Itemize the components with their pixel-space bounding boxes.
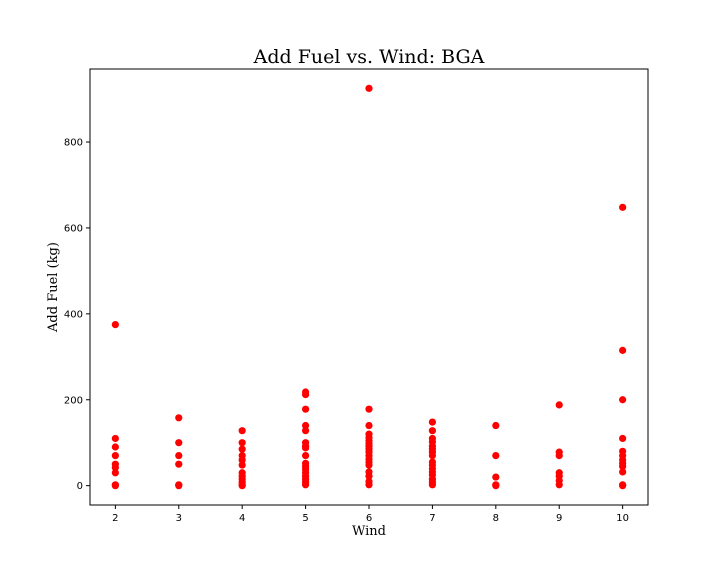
data-point-1: [111, 434, 119, 443]
data-point-3: [111, 452, 119, 460]
data-point-6: [111, 469, 119, 477]
data-point-45: [365, 405, 373, 413]
data-point-79: [492, 452, 500, 460]
data-point-20: [238, 461, 246, 469]
data-point-31: [301, 427, 310, 435]
data-point-93: [619, 434, 627, 443]
y-tick-label-800: 800: [64, 138, 83, 149]
x-tick-label-8: 8: [493, 513, 499, 524]
data-point-77: [428, 481, 437, 489]
y-axis: 0 200 400 600 800: [64, 138, 90, 492]
data-point-14: [175, 482, 183, 490]
data-point-61: [365, 481, 373, 489]
y-tick-label-200: 200: [64, 395, 83, 406]
x-tick-label-3: 3: [176, 513, 182, 524]
y-tick-label-600: 600: [64, 223, 83, 234]
data-point-62: [428, 418, 437, 426]
x-axis: 2 3 4 5 6 7 8 9 10: [112, 505, 629, 524]
data-point-10: [175, 439, 183, 447]
x-tick-label-7: 7: [429, 513, 435, 524]
data-point-59: [365, 472, 373, 480]
data-point-82: [492, 482, 500, 490]
data-point-5: [111, 464, 119, 472]
data-point-69: [428, 452, 437, 460]
data-point-0: [111, 320, 119, 329]
data-point-9: [175, 414, 183, 422]
data-point-30: [301, 421, 310, 430]
data-point-92: [619, 396, 627, 404]
data-point-16: [238, 439, 246, 447]
data-point-98: [619, 462, 627, 470]
data-point-101: [619, 482, 627, 490]
x-tick-label-2: 2: [112, 513, 118, 524]
data-point-19: [238, 456, 246, 464]
data-point-44: [365, 84, 373, 92]
data-point-80: [492, 473, 500, 481]
data-point-11: [175, 452, 183, 460]
data-point-46: [365, 421, 373, 430]
data-point-99: [619, 468, 627, 476]
x-tick-label-10: 10: [616, 513, 629, 524]
y-tick-label-400: 400: [64, 309, 83, 320]
x-tick-label-6: 6: [366, 513, 372, 524]
data-point-17: [238, 445, 246, 453]
data-point-2: [111, 443, 119, 451]
data-point-83: [555, 401, 563, 409]
x-axis-label: Wind: [352, 524, 386, 539]
data-point-34: [301, 444, 310, 452]
data-point-63: [428, 427, 437, 435]
data-point-35: [301, 452, 310, 460]
data-points: [111, 84, 627, 490]
data-point-12: [175, 460, 183, 468]
y-tick-label-0: 0: [77, 481, 83, 492]
chart-title: Add Fuel vs. Wind: BGA: [253, 46, 485, 68]
data-point-91: [619, 346, 627, 354]
x-tick-label-4: 4: [239, 513, 245, 524]
x-tick-label-9: 9: [556, 513, 562, 524]
x-tick-label-5: 5: [302, 513, 308, 524]
y-axis-label: Add Fuel (kg): [46, 242, 61, 333]
data-point-78: [492, 421, 500, 430]
data-point-26: [238, 482, 246, 490]
data-point-29: [301, 405, 310, 413]
data-point-57: [365, 461, 373, 469]
data-point-89: [555, 481, 563, 489]
data-point-15: [238, 427, 246, 435]
data-point-28: [301, 391, 310, 399]
data-point-8: [111, 482, 119, 490]
data-point-43: [301, 481, 310, 489]
data-point-90: [619, 203, 627, 211]
data-point-85: [555, 452, 563, 460]
